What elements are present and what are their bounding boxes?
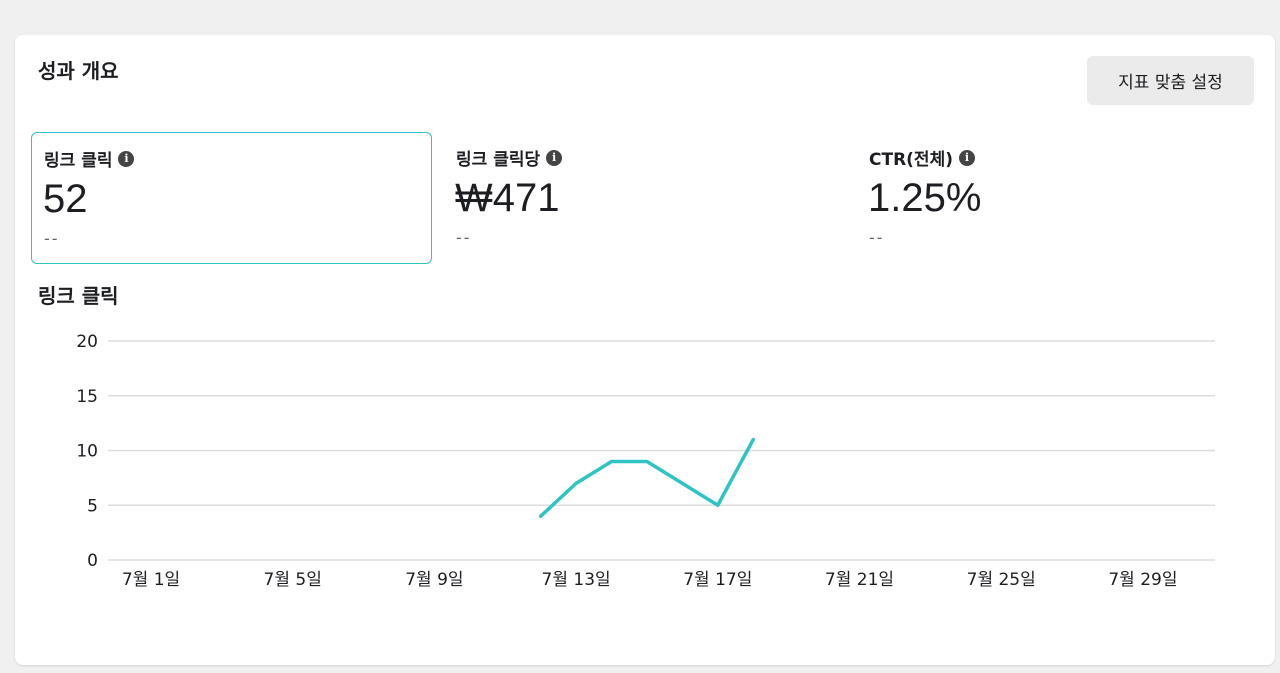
metric-cost-per-link-click[interactable]: 링크 클릭당 i ₩471 -- (444, 132, 845, 264)
y-axis-ticks: 0 5 10 15 20 (76, 332, 98, 571)
data-point[interactable] (716, 503, 720, 507)
metric-ctr-all[interactable]: CTR(전체) i 1.25% -- (857, 132, 1258, 264)
metric-comparison: -- (456, 228, 472, 247)
performance-overview-card: 성과 개요 지표 맞춤 설정 링크 클릭 i 52 -- 링크 클릭당 i ₩4… (15, 35, 1275, 665)
x-tick-label: 7월 13일 (542, 570, 611, 590)
x-tick-label: 7월 5일 (264, 570, 322, 590)
y-tick-label: 5 (87, 496, 98, 516)
metric-label-row: CTR(전체) i (869, 145, 975, 170)
metric-value: 1.25% (868, 176, 982, 220)
x-tick-label: 7월 17일 (683, 570, 752, 590)
metric-value: ₩471 (455, 176, 560, 220)
y-tick-label: 10 (76, 442, 98, 462)
data-point[interactable] (751, 438, 755, 442)
metric-value: 52 (43, 177, 88, 221)
x-tick-label: 7월 29일 (1108, 570, 1177, 590)
data-point[interactable] (539, 514, 543, 518)
chart-title: 링크 클릭 (38, 284, 119, 308)
x-tick-label: 7월 9일 (405, 570, 463, 590)
metric-label: 링크 클릭 (44, 151, 113, 171)
data-point[interactable] (610, 459, 614, 463)
customize-metrics-button[interactable]: 지표 맞춤 설정 (1087, 56, 1254, 105)
data-point[interactable] (574, 481, 578, 485)
metric-comparison: -- (44, 229, 60, 248)
metric-link-clicks[interactable]: 링크 클릭 i 52 -- (31, 132, 432, 264)
card-title: 성과 개요 (38, 59, 119, 83)
chart-series (538, 437, 755, 518)
info-icon[interactable]: i (546, 149, 563, 166)
info-icon[interactable]: i (958, 149, 975, 166)
y-tick-label: 0 (87, 551, 98, 571)
metric-label-row: 링크 클릭 i (44, 146, 135, 171)
metric-label: 링크 클릭당 (456, 150, 541, 170)
chart-grid (108, 340, 1215, 561)
metric-comparison: -- (869, 228, 885, 247)
metric-label: CTR(전체) (869, 150, 953, 170)
x-tick-label: 7월 1일 (122, 570, 180, 590)
info-icon[interactable]: i (118, 150, 135, 167)
y-tick-label: 20 (76, 332, 98, 352)
data-point[interactable] (645, 459, 649, 463)
x-tick-label: 7월 21일 (825, 570, 894, 590)
link-clicks-line-chart: 0 5 10 15 20 7월 1일 7월 5일 7월 9일 7월 13일 7월 17일 7월 2… (76, 332, 1215, 590)
metric-label-row: 링크 클릭당 i (456, 145, 563, 170)
y-tick-label: 15 (76, 387, 98, 407)
x-axis-ticks: 7월 1일 7월 5일 7월 9일 7월 13일 7월 17일 7월 21일 7월 25일 7… (122, 570, 1178, 590)
x-tick-label: 7월 25일 (967, 570, 1036, 590)
series-line (538, 437, 755, 518)
